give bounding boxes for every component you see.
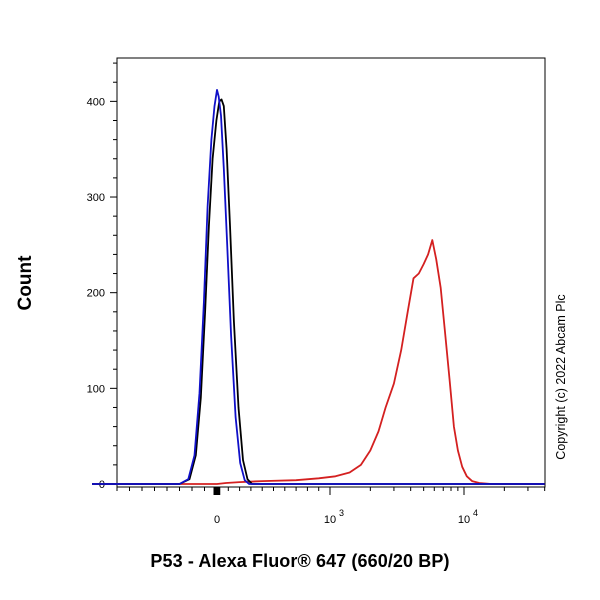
plot-frame [116, 57, 546, 488]
x-tick-label: 10 [324, 514, 336, 526]
x-tick-exponent: 4 [473, 508, 478, 518]
y-tick-label: 400 [87, 96, 105, 108]
x-tick-label: 10 [458, 514, 470, 526]
x-tick-exponent: 3 [339, 508, 344, 518]
copyright-notice: Copyright (c) 2022 Abcam Plc [554, 294, 568, 460]
y-tick-label: 100 [87, 383, 105, 395]
x-tick-label: 0 [214, 514, 220, 526]
y-axis-label: Count [15, 255, 36, 311]
histogram-series-2 [92, 98, 545, 485]
y-tick-label: 300 [87, 192, 105, 204]
y-tick-label: 200 [87, 288, 105, 300]
y-tick-label: 0 [99, 479, 105, 491]
x-axis-label: P53 - Alexa Fluor® 647 (660/20 BP) [150, 551, 450, 571]
histogram-series-1 [92, 239, 545, 485]
histogram-series-3 [92, 89, 545, 485]
